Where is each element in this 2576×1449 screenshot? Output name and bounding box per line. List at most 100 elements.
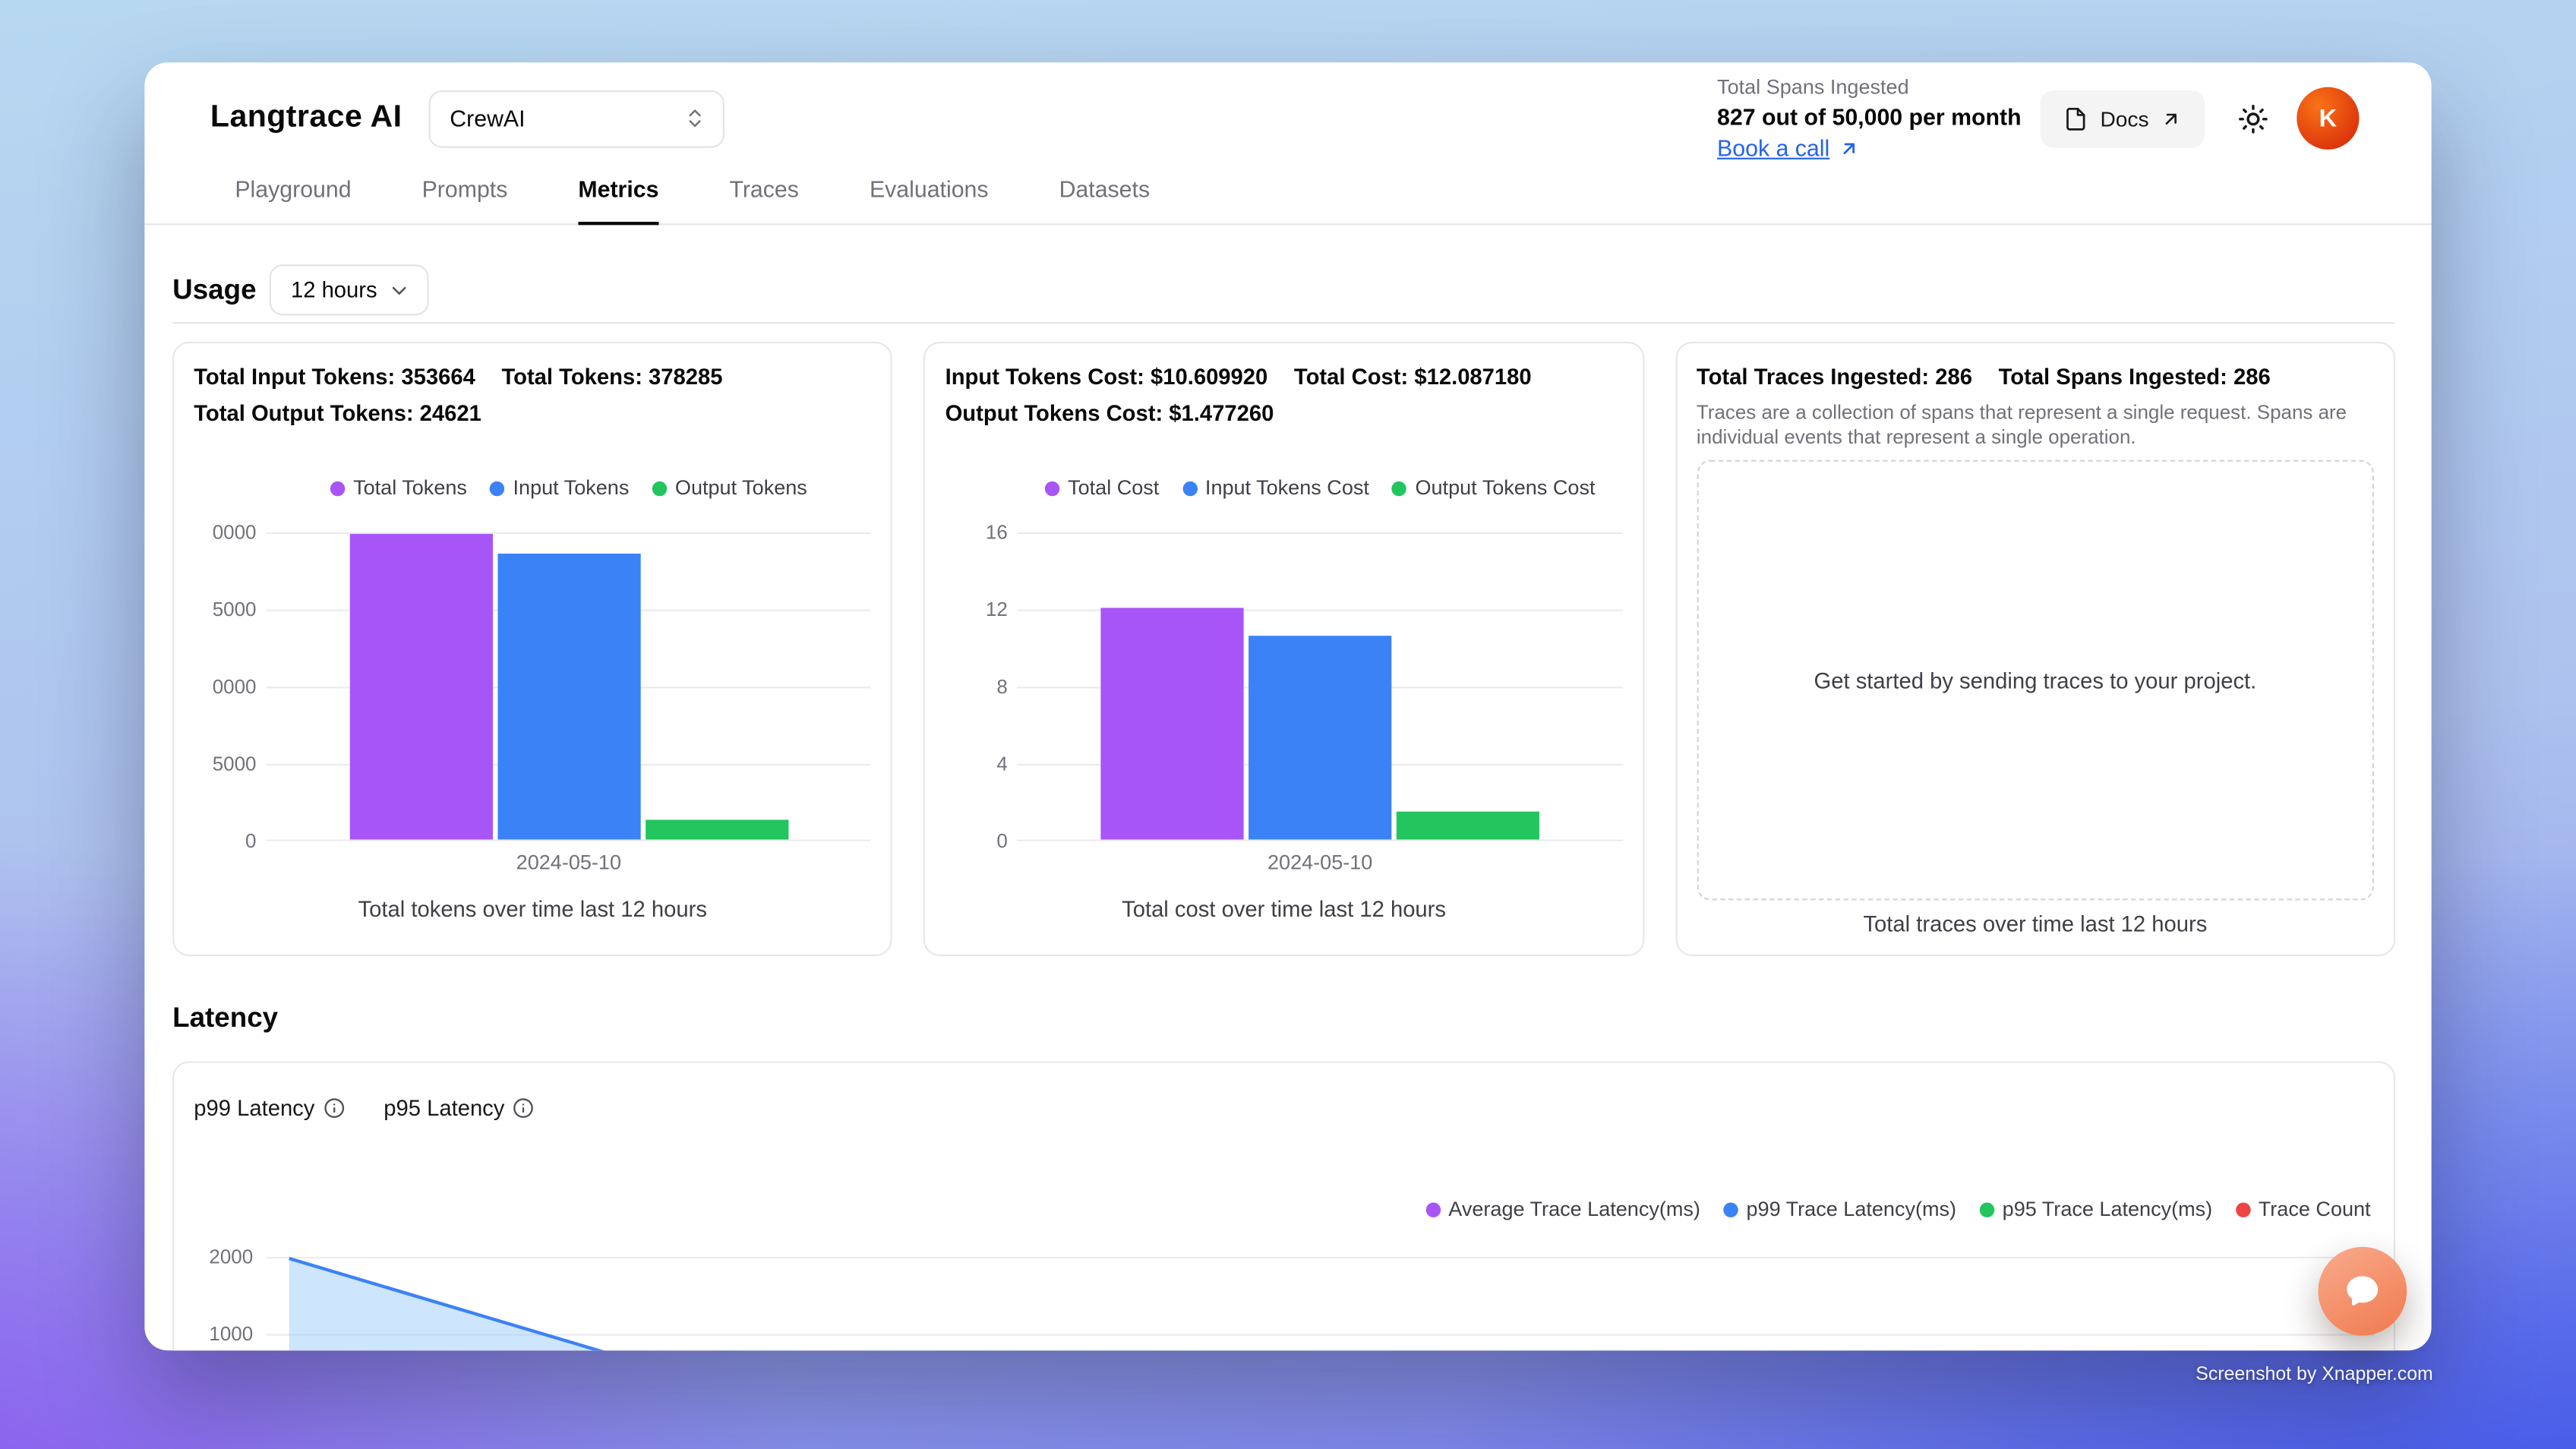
latency-line-chart-svg bbox=[289, 1256, 605, 1351]
bar-total-tokens bbox=[349, 533, 493, 840]
cost-plot-area bbox=[1017, 532, 1623, 841]
docs-button[interactable]: Docs bbox=[2041, 89, 2205, 147]
legend-p99-trace-latency: p99 Trace Latency(ms) bbox=[1723, 1198, 1956, 1220]
cost-x-axis-label: 2024-05-10 bbox=[1267, 851, 1373, 874]
arrow-up-right-icon bbox=[2165, 112, 2177, 124]
y-tick: 0000 bbox=[212, 675, 257, 699]
legend-dot-blue bbox=[490, 480, 505, 496]
book-a-call-link[interactable]: Book a call bbox=[1717, 134, 1830, 162]
legend-dot-blue bbox=[1723, 1201, 1738, 1217]
spans-ingested-label: Total Spans Ingested bbox=[1717, 75, 1909, 99]
chat-bubble-icon bbox=[2347, 1276, 2379, 1306]
chat-widget-button[interactable] bbox=[2318, 1246, 2407, 1336]
traces-empty-state: Get started by sending traces to your pr… bbox=[1696, 459, 2374, 901]
cost-bars bbox=[1018, 532, 1623, 840]
theme-toggle-button[interactable] bbox=[2223, 89, 2282, 148]
tokens-bar-chart: 0000 5000 0000 5000 0 bbox=[194, 521, 872, 853]
cost-y-axis: 16 12 8 4 0 bbox=[945, 521, 1018, 853]
tokens-chart-caption: Total tokens over time last 12 hours bbox=[358, 897, 707, 922]
metrics-page: Usage 12 hours Total Input Tokens: 35366… bbox=[144, 264, 2431, 1351]
latency-area bbox=[289, 1258, 598, 1351]
y-tick: 5000 bbox=[212, 598, 257, 621]
legend-output-tokens-cost: Output Tokens Cost bbox=[1392, 476, 1596, 500]
cost-bar-chart: 16 12 8 4 0 bbox=[945, 521, 1623, 853]
gridline bbox=[266, 1334, 2374, 1336]
legend-trace-count: Trace Count bbox=[2235, 1198, 2371, 1220]
external-link-arrow-icon bbox=[1842, 142, 1855, 153]
traces-chart-caption: Total traces over time last 12 hours bbox=[1863, 911, 2208, 937]
y-tick: 0 bbox=[996, 829, 1008, 853]
gridline bbox=[1017, 609, 1623, 611]
y-tick: 16 bbox=[985, 520, 1008, 545]
chevrons-up-down-icon bbox=[689, 109, 701, 128]
chevron-down-icon bbox=[391, 286, 406, 294]
time-range-select[interactable]: 12 hours bbox=[269, 264, 428, 316]
user-avatar[interactable]: K bbox=[2297, 87, 2360, 150]
sun-icon bbox=[2238, 103, 2267, 133]
latency-line bbox=[289, 1256, 605, 1351]
y-tick: 1000 bbox=[209, 1322, 254, 1346]
cost-chart-legend: Total Cost Input Tokens Cost Output Toke… bbox=[1018, 476, 1623, 500]
legend-dot-purple bbox=[330, 480, 346, 496]
stat-total-input-tokens: Total Input Tokens: 353664 bbox=[194, 365, 475, 390]
tokens-usage-card: Total Input Tokens: 353664 Total Tokens:… bbox=[172, 341, 893, 957]
legend-dot-green bbox=[652, 480, 668, 496]
book-a-call-row: Book a call bbox=[1717, 134, 2022, 161]
legend-dot-purple bbox=[1425, 1201, 1441, 1217]
y-tick: 4 bbox=[996, 752, 1008, 776]
traces-usage-card: Total Traces Ingested: 286 Total Spans I… bbox=[1675, 341, 2396, 957]
tab-playground[interactable]: Playground bbox=[235, 175, 352, 203]
bar-output-tokens-cost bbox=[1396, 811, 1539, 840]
tab-datasets[interactable]: Datasets bbox=[1059, 175, 1151, 203]
gridline bbox=[1017, 839, 1623, 841]
app-header: Langtrace AI CrewAI Total Spans Ingested… bbox=[144, 62, 2431, 161]
bar-input-tokens-cost bbox=[1249, 636, 1392, 840]
gridline bbox=[266, 1256, 2374, 1259]
y-tick: 12 bbox=[985, 598, 1008, 621]
tab-prompts[interactable]: Prompts bbox=[421, 175, 508, 203]
legend-total-tokens: Total Tokens bbox=[330, 476, 467, 500]
latency-heading: Latency bbox=[172, 1002, 279, 1034]
gridline bbox=[1017, 532, 1623, 535]
legend-dot-blue bbox=[1182, 480, 1198, 496]
y-tick: 8 bbox=[996, 675, 1008, 699]
tokens-y-axis: 0000 5000 0000 5000 0 bbox=[194, 521, 266, 853]
langtrace-app-window: Langtrace AI CrewAI Total Spans Ingested… bbox=[144, 62, 2432, 1351]
tab-evaluations[interactable]: Evaluations bbox=[869, 175, 989, 203]
legend-dot-green bbox=[1392, 480, 1407, 496]
legend-dot-green bbox=[1979, 1201, 1994, 1217]
tokens-plot-area bbox=[266, 532, 872, 841]
tokens-chart-legend: Total Tokens Input Tokens Output Tokens bbox=[266, 476, 871, 500]
info-icon bbox=[513, 1098, 534, 1119]
main-nav-tabs: Playground Prompts Metrics Traces Evalua… bbox=[144, 161, 2432, 226]
project-selector-value: CrewAI bbox=[450, 105, 526, 132]
brand-logo: Langtrace AI bbox=[210, 99, 402, 135]
legend-average-trace-latency: Average Trace Latency(ms) bbox=[1425, 1198, 1700, 1220]
stat-input-tokens-cost: Input Tokens Cost: $10.609920 bbox=[945, 365, 1268, 390]
legend-input-tokens-cost: Input Tokens Cost bbox=[1182, 476, 1369, 500]
legend-p95-trace-latency: p95 Trace Latency(ms) bbox=[1979, 1198, 2212, 1220]
stat-total-tokens: Total Tokens: 378285 bbox=[501, 365, 723, 390]
tab-metrics[interactable]: Metrics bbox=[578, 175, 659, 226]
project-selector[interactable]: CrewAI bbox=[428, 89, 724, 147]
gridline bbox=[266, 839, 872, 841]
stat-total-output-tokens: Total Output Tokens: 24621 bbox=[194, 400, 481, 426]
usage-cards-row: Total Input Tokens: 353664 Total Tokens:… bbox=[172, 341, 2396, 957]
stat-total-traces-ingested: Total Traces Ingested: 286 bbox=[1696, 365, 1972, 390]
stat-output-tokens-cost: Output Tokens Cost: $1.477260 bbox=[945, 400, 1274, 426]
file-icon bbox=[2066, 106, 2086, 130]
traces-description: Traces are a collection of spans that re… bbox=[1696, 400, 2347, 449]
bar-total-cost bbox=[1100, 607, 1244, 840]
cost-usage-card: Input Tokens Cost: $10.609920 Total Cost… bbox=[923, 341, 1644, 957]
tab-traces[interactable]: Traces bbox=[729, 175, 799, 203]
usage-divider bbox=[172, 322, 2396, 324]
p95-latency-toggle[interactable]: p95 Latency bbox=[384, 1096, 534, 1120]
p99-latency-toggle[interactable]: p99 Latency bbox=[194, 1096, 344, 1120]
docs-button-label: Docs bbox=[2100, 106, 2149, 131]
usage-section-head: Usage 12 hours bbox=[172, 264, 2395, 316]
latency-area-chart: 2000 1000 bbox=[209, 1234, 2374, 1351]
gridline bbox=[266, 532, 872, 535]
bar-output-tokens bbox=[645, 819, 788, 840]
y-tick: 5000 bbox=[212, 752, 257, 776]
